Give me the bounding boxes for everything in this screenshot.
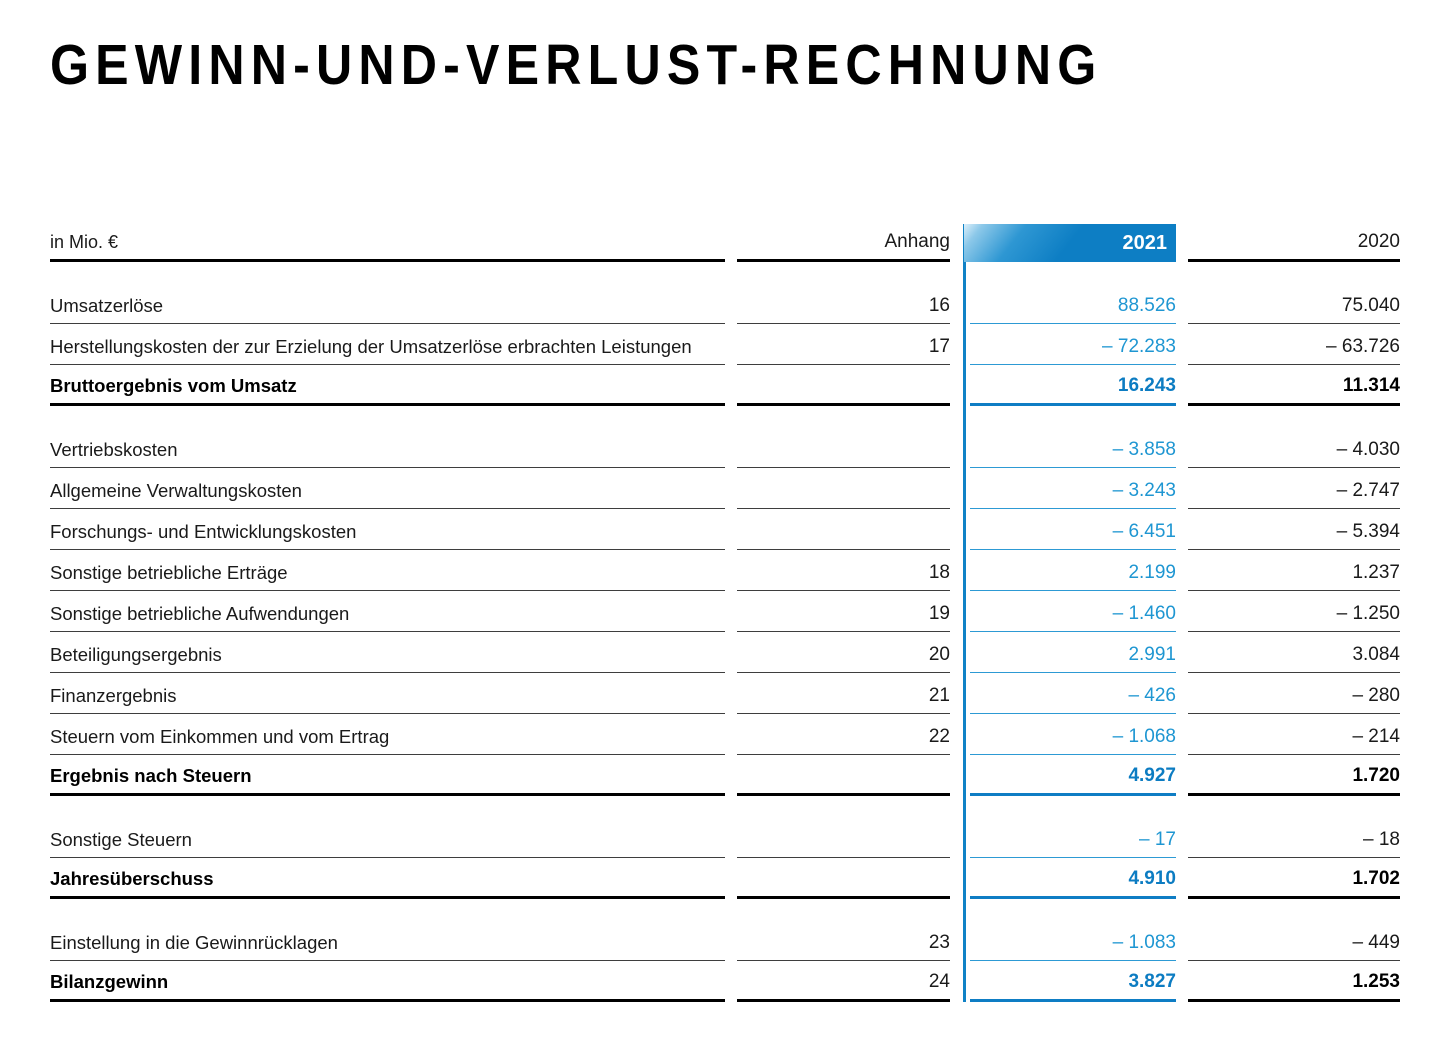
row-anhang-note: 22 — [737, 726, 950, 755]
row-label: Bruttoergebnis vom Umsatz — [50, 375, 725, 406]
row-label: Finanzergebnis — [50, 685, 725, 714]
row-label: Umsatzerlöse — [50, 295, 725, 324]
row-value-2021: 4.927 — [970, 765, 1176, 796]
row-anhang-note — [737, 502, 950, 509]
row-value-2020: 3.084 — [1188, 644, 1400, 673]
table-row: Sonstige Steuern – 17 – 18 — [50, 796, 1400, 858]
row-label: Jahresüberschuss — [50, 868, 725, 899]
table-row: Beteiligungsergebnis 20 2.991 3.084 — [50, 632, 1400, 673]
row-label: Herstellungskosten der zur Erzielung der… — [50, 336, 725, 365]
row-value-2021: 2.199 — [970, 562, 1176, 591]
row-value-2020: 1.253 — [1188, 971, 1400, 1002]
year-2020-header: 2020 — [1188, 231, 1400, 262]
row-anhang-note: 17 — [737, 336, 950, 365]
row-value-2021: 4.910 — [970, 868, 1176, 899]
row-value-2020: – 1.250 — [1188, 603, 1400, 632]
row-value-2021: 2.991 — [970, 644, 1176, 673]
row-value-2020: – 5.394 — [1188, 521, 1400, 550]
table-header-row: in Mio. € Anhang 2020 — [50, 224, 1400, 262]
row-label: Sonstige Steuern — [50, 829, 725, 858]
table-row: Umsatzerlöse 16 88.526 75.040 — [50, 262, 1400, 324]
row-value-2021: – 6.451 — [970, 521, 1176, 550]
row-anhang-note — [737, 851, 950, 858]
table-row: Ergebnis nach Steuern 4.927 1.720 — [50, 755, 1400, 796]
row-anhang-note: 23 — [737, 932, 950, 961]
row-value-2020: – 449 — [1188, 932, 1400, 961]
row-value-2020: 75.040 — [1188, 295, 1400, 324]
table-row: Forschungs- und Entwicklungskosten – 6.4… — [50, 509, 1400, 550]
row-label: Beteiligungsergebnis — [50, 644, 725, 673]
row-value-2021: 16.243 — [970, 375, 1176, 406]
row-value-2021: – 1.460 — [970, 603, 1176, 632]
row-anhang-note: 20 — [737, 644, 950, 673]
row-anhang-note: 16 — [737, 295, 950, 324]
row-value-2020: 1.237 — [1188, 562, 1400, 591]
row-value-2020: 1.720 — [1188, 765, 1400, 796]
anhang-header: Anhang — [737, 231, 950, 262]
row-anhang-note: 19 — [737, 603, 950, 632]
table-row: Bilanzgewinn 24 3.827 1.253 — [50, 961, 1400, 1002]
year-2021-label: 2021 — [1122, 231, 1168, 254]
table-row: Steuern vom Einkommen und vom Ertrag 22 … — [50, 714, 1400, 755]
table-row: Finanzergebnis 21 – 426 – 280 — [50, 673, 1400, 714]
row-anhang-note — [737, 890, 950, 899]
row-anhang-note: 21 — [737, 685, 950, 714]
row-label: Steuern vom Einkommen und vom Ertrag — [50, 726, 725, 755]
row-value-2020: – 280 — [1188, 685, 1400, 714]
row-value-2021: – 3.243 — [970, 480, 1176, 509]
table-row: Allgemeine Verwaltungskosten – 3.243 – 2… — [50, 468, 1400, 509]
row-value-2020: – 4.030 — [1188, 439, 1400, 468]
row-value-2021: – 1.068 — [970, 726, 1176, 755]
row-value-2020: – 63.726 — [1188, 336, 1400, 365]
unit-header: in Mio. € — [50, 232, 725, 262]
row-value-2020: – 2.747 — [1188, 480, 1400, 509]
table-row: Einstellung in die Gewinnrücklagen 23 – … — [50, 899, 1400, 961]
row-value-2020: 1.702 — [1188, 868, 1400, 899]
row-label: Vertriebskosten — [50, 439, 725, 468]
table-row: Sonstige betriebliche Erträge 18 2.199 1… — [50, 550, 1400, 591]
row-value-2021: – 72.283 — [970, 336, 1176, 365]
row-value-2021: – 1.083 — [970, 932, 1176, 961]
income-statement-table: 2021 in Mio. € Anhang 2020 Umsatzerlöse … — [50, 224, 1400, 1002]
row-anhang-note — [737, 397, 950, 406]
page-title: GEWINN-UND-VERLUST-RECHNUNG — [50, 33, 1103, 97]
row-value-2020: – 214 — [1188, 726, 1400, 755]
year-2021-column-rule — [963, 224, 966, 1002]
row-value-2021: 3.827 — [970, 971, 1176, 1002]
row-value-2021: 88.526 — [970, 295, 1176, 324]
row-anhang-note — [737, 461, 950, 468]
row-label: Sonstige betriebliche Erträge — [50, 562, 725, 591]
year-2021-header-badge: 2021 — [964, 224, 1176, 262]
table-row: Vertriebskosten – 3.858 – 4.030 — [50, 406, 1400, 468]
row-label: Allgemeine Verwaltungskosten — [50, 480, 725, 509]
row-value-2021: – 3.858 — [970, 439, 1176, 468]
row-anhang-note — [737, 543, 950, 550]
table-row: Sonstige betriebliche Aufwendungen 19 – … — [50, 591, 1400, 632]
table-row: Jahresüberschuss 4.910 1.702 — [50, 858, 1400, 899]
row-anhang-note — [737, 787, 950, 796]
table-row: Bruttoergebnis vom Umsatz 16.243 11.314 — [50, 365, 1400, 406]
row-value-2021: – 17 — [970, 829, 1176, 858]
row-label: Bilanzgewinn — [50, 971, 725, 1002]
row-label: Forschungs- und Entwicklungskosten — [50, 521, 725, 550]
row-label: Sonstige betriebliche Aufwendungen — [50, 603, 725, 632]
row-label: Ergebnis nach Steuern — [50, 765, 725, 796]
row-value-2021: – 426 — [970, 685, 1176, 714]
row-label: Einstellung in die Gewinnrücklagen — [50, 932, 725, 961]
row-value-2020: – 18 — [1188, 829, 1400, 858]
table-row: Herstellungskosten der zur Erzielung der… — [50, 324, 1400, 365]
row-anhang-note: 24 — [737, 971, 950, 1002]
row-value-2020: 11.314 — [1188, 375, 1400, 406]
row-anhang-note: 18 — [737, 562, 950, 591]
